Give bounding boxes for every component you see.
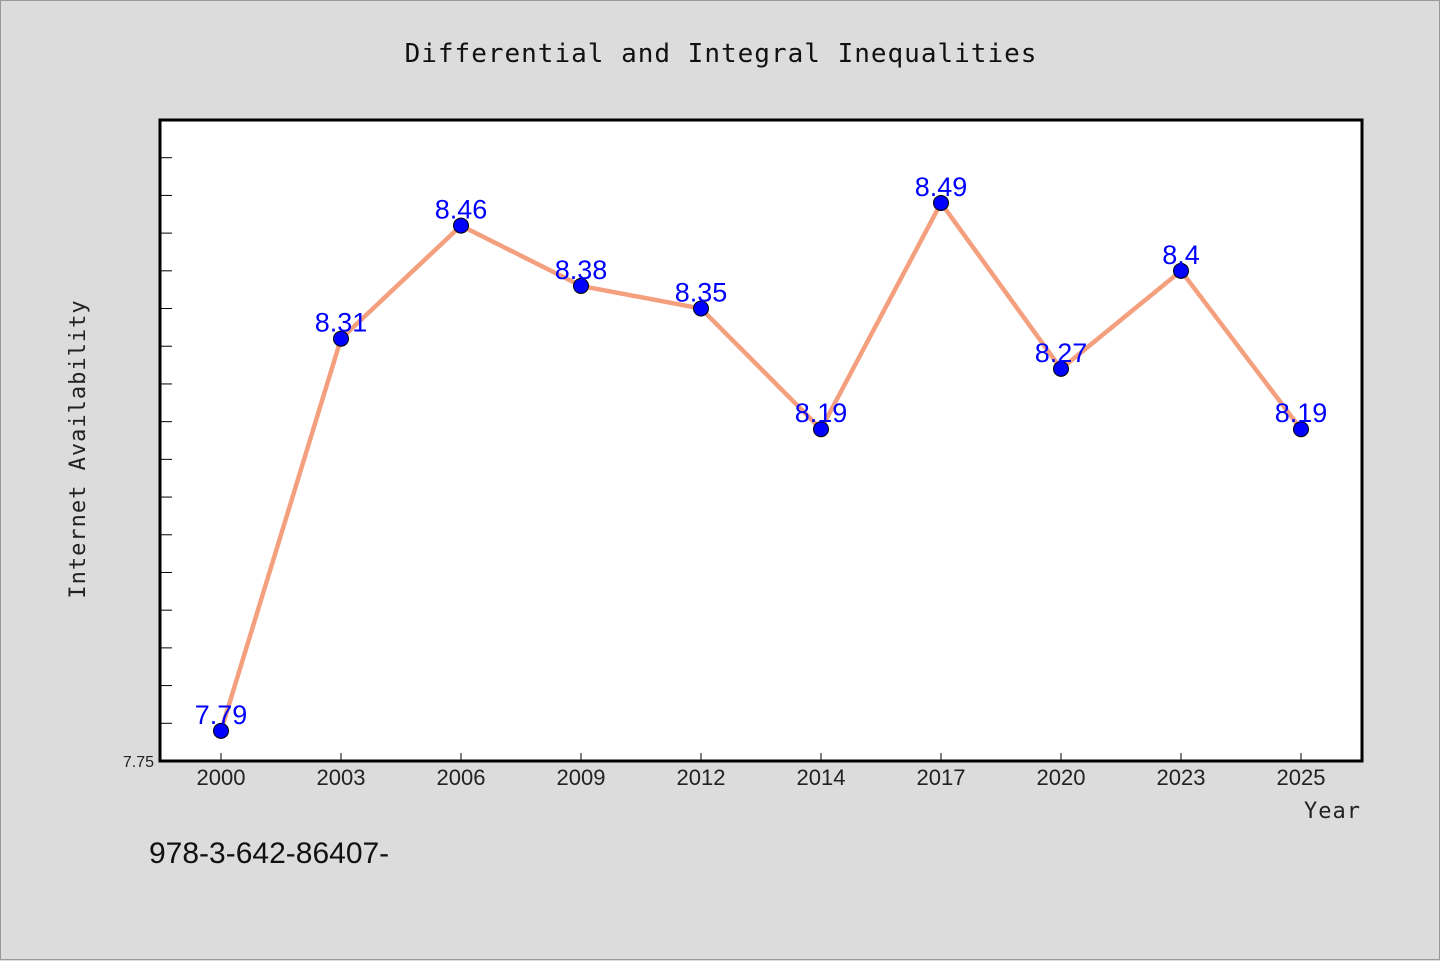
data-label: 7.79	[195, 700, 248, 730]
data-point	[1293, 421, 1309, 438]
data-point	[213, 722, 229, 739]
x-axis-label: Year	[1304, 799, 1361, 824]
data-point	[693, 300, 709, 317]
data-point	[573, 277, 589, 294]
data-label: 8.38	[555, 255, 608, 285]
x-tick-label: 2020	[1037, 765, 1086, 790]
data-point	[813, 421, 829, 438]
data-labels: 7.79 8.31 8.46 8.38 8.35 8.19 8.49 8.27 8.4 8.19	[195, 172, 1328, 730]
data-label: 8.4	[1162, 240, 1200, 270]
data-label: 8.35	[675, 278, 728, 308]
data-label: 8.19	[795, 398, 848, 428]
data-point	[933, 194, 949, 211]
data-point	[1053, 360, 1069, 377]
isbn-text: 978-3-642-86407-	[149, 837, 389, 870]
x-axis-ticks: 2000 2003 2006 2009 2012 2014 2017 2020 2023 2025	[197, 753, 1326, 790]
data-point	[453, 217, 469, 234]
y-tick-label: 7.75	[123, 754, 154, 771]
x-tick-label: 2000	[197, 765, 246, 790]
chart-title: Differential and Integral Inequalities	[405, 39, 1038, 69]
x-tick-label: 2025	[1277, 765, 1326, 790]
plot-area	[158, 118, 1364, 763]
series-line-group	[218, 200, 1304, 734]
x-tick-label: 2003	[317, 765, 366, 790]
x-tick-label: 2012	[677, 765, 726, 790]
data-markers	[213, 194, 1309, 739]
y-axis-ticks: 7.75	[123, 119, 172, 771]
x-tick-label: 2006	[437, 765, 486, 790]
x-tick-label: 2023	[1157, 765, 1206, 790]
x-tick-label: 2017	[917, 765, 966, 790]
data-point	[1173, 262, 1189, 279]
data-point	[333, 330, 349, 347]
data-label: 8.19	[1275, 398, 1328, 428]
x-tick-label: 2009	[557, 765, 606, 790]
series-line	[218, 200, 1304, 734]
data-label: 8.46	[435, 195, 488, 225]
y-axis-label: Internet Availability	[66, 299, 91, 598]
data-label: 8.49	[915, 172, 968, 202]
data-label: 8.27	[1035, 338, 1088, 368]
x-tick-label: 2014	[797, 765, 846, 790]
data-label: 8.31	[315, 308, 368, 338]
